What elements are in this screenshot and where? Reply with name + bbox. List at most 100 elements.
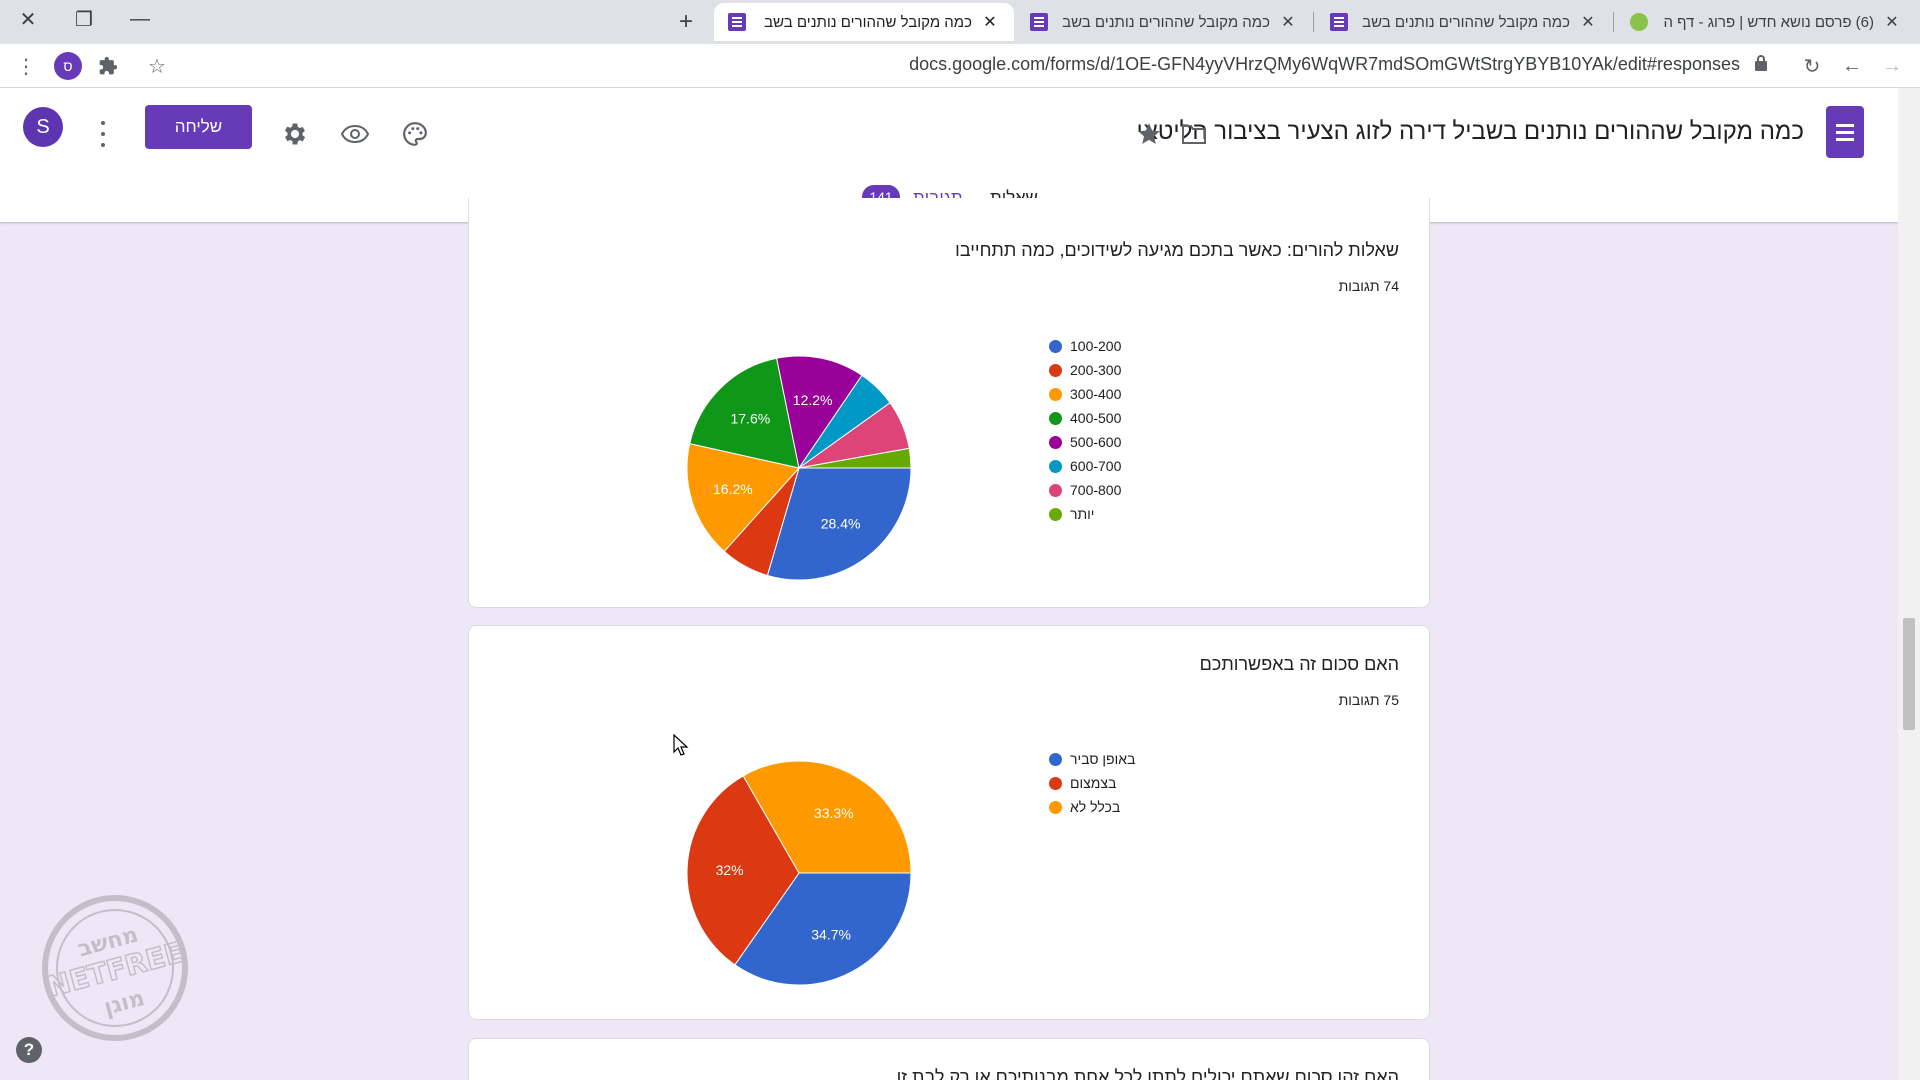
legend-swatch	[1049, 435, 1062, 449]
legend-item[interactable]: 700-800	[1049, 478, 1121, 502]
palette-icon[interactable]	[399, 118, 431, 150]
lock-icon[interactable]	[1754, 54, 1772, 76]
legend-item[interactable]: יותר	[1049, 502, 1121, 526]
legend-label: באופן סביר	[1070, 751, 1136, 767]
legend-item[interactable]: 600-700	[1049, 454, 1121, 478]
google-forms-favicon-icon	[1330, 13, 1348, 31]
question-title: שאלות להורים: כאשר בתכם מגיעה לשידוכים, …	[955, 240, 1399, 260]
legend-swatch	[1049, 800, 1062, 814]
response-card: שאלות להורים: כאשר בתכם מגיעה לשידוכים, …	[468, 198, 1430, 608]
browser-tab-strip: ✕ ❐ — + כמה מקובל שההורים נותנים בשב ✕ כ…	[0, 0, 1920, 44]
send-button[interactable]: שליחה	[145, 105, 252, 149]
legend-label: 600-700	[1070, 458, 1122, 474]
window-close-icon[interactable]: ✕	[19, 8, 37, 31]
star-icon[interactable]	[1133, 118, 1165, 150]
mouse-cursor-icon	[673, 733, 689, 761]
legend-swatch	[1049, 363, 1062, 377]
back-icon[interactable]: ←	[1842, 54, 1862, 77]
browser-toolbar: ⋮ ס ☆ docs.google.com/forms/d/1OE-GFN4yy…	[0, 44, 1920, 88]
google-forms-favicon-icon	[728, 13, 746, 31]
reload-icon[interactable]: ↻	[1803, 55, 1821, 78]
pie-slice-באופן סביר[interactable]	[734, 872, 912, 986]
legend-swatch	[1049, 752, 1062, 766]
legend-swatch	[1049, 776, 1062, 790]
forward-icon[interactable]: →	[1882, 54, 1902, 77]
legend-item[interactable]: 100-200	[1049, 334, 1121, 358]
legend-swatch	[1049, 459, 1062, 473]
new-tab-icon[interactable]: +	[678, 8, 693, 35]
page-scrollbar[interactable]	[1898, 88, 1920, 1080]
pie-chart[interactable]: 34.7% 32% 33.3%	[669, 743, 929, 1003]
window-minimize-icon[interactable]: —	[130, 7, 150, 30]
legend-swatch	[1049, 387, 1062, 401]
legend-item[interactable]: 500-600	[1049, 430, 1121, 454]
legend-label: 300-400	[1070, 386, 1122, 402]
prog-favicon-icon	[1630, 13, 1648, 31]
bookmark-star-icon[interactable]: ☆	[148, 55, 166, 78]
legend-label: 100-200	[1070, 338, 1122, 354]
browser-profile-icon[interactable]: ס	[54, 52, 82, 80]
folder-icon[interactable]	[1178, 118, 1210, 150]
legend-item[interactable]: 200-300	[1049, 358, 1121, 382]
legend-label: 200-300	[1070, 362, 1122, 378]
legend-item[interactable]: 400-500	[1049, 406, 1121, 430]
preview-eye-icon[interactable]	[339, 118, 371, 150]
legend-label: 400-500	[1070, 410, 1122, 426]
tab-title: כמה מקובל שההורים נותנים בשב	[1062, 13, 1270, 31]
legend-item[interactable]: באופן סביר	[1049, 747, 1135, 771]
response-card: האם זהו סכום שאתם יכולים לתתו לכל אחת מב…	[468, 1038, 1430, 1080]
form-title[interactable]: כמה מקובל שההורים נותנים בשביל דירה לזוג…	[1136, 118, 1804, 145]
window-restore-icon[interactable]: ❐	[75, 8, 93, 31]
legend-item[interactable]: 300-400	[1049, 382, 1121, 406]
legend-label: 700-800	[1070, 482, 1122, 498]
tab-close-icon[interactable]: ✕	[1281, 14, 1295, 31]
pie-slice-100-200[interactable]	[766, 467, 912, 581]
tab-close-icon[interactable]: ✕	[1885, 14, 1899, 31]
legend-swatch	[1049, 411, 1062, 425]
pie-slice-400-500[interactable]	[689, 357, 800, 469]
pie-slice-יותר[interactable]	[798, 447, 912, 469]
pie-slice-בצמצום[interactable]	[686, 775, 800, 966]
pie-data-label: 16.2%	[713, 481, 753, 497]
browser-tab-active[interactable]: כמה מקובל שההורים נותנים בשב ✕	[714, 3, 1014, 41]
pie-data-label: 28.4%	[821, 516, 861, 532]
response-count: 75 תגובות	[1338, 692, 1399, 708]
legend-item[interactable]: בצמצום	[1049, 771, 1135, 795]
legend-swatch	[1049, 339, 1062, 353]
question-title: האם סכום זה באפשרותכם	[1199, 654, 1399, 674]
browser-tab[interactable]: כמה מקובל שההורים נותנים בשב ✕	[1316, 3, 1612, 41]
tab-close-icon[interactable]: ✕	[983, 14, 997, 31]
help-icon[interactable]: ?	[16, 1037, 42, 1063]
legend-swatch	[1049, 483, 1062, 497]
pie-slice-בכלל לא[interactable]	[742, 760, 912, 874]
pie-slice-500-600[interactable]	[776, 355, 863, 470]
avatar[interactable]: S	[23, 107, 63, 147]
browser-menu-icon[interactable]: ⋮	[16, 55, 36, 78]
tab-title-text: פרסם נושא חדש | פרוג - דף ה	[1663, 13, 1852, 31]
tab-close-icon[interactable]: ✕	[1581, 14, 1595, 31]
browser-tab[interactable]: (6) פרסם נושא חדש | פרוג - דף ה ✕	[1616, 3, 1916, 41]
legend-item[interactable]: בכלל לא	[1049, 795, 1135, 819]
google-forms-favicon-icon	[1030, 13, 1048, 31]
chart-legend: באופן סביר בצמצום בכלל לא	[1049, 747, 1135, 819]
tab-title: כמה מקובל שההורים נותנים בשב	[1362, 13, 1570, 31]
pie-data-label: 17.6%	[730, 410, 770, 426]
google-forms-logo-icon[interactable]	[1826, 106, 1864, 158]
extensions-icon[interactable]	[94, 52, 122, 80]
tab-separator	[1313, 12, 1314, 32]
settings-gear-icon[interactable]	[279, 118, 311, 150]
more-options-icon[interactable]	[98, 118, 108, 150]
watermark-text-bottom: מוגן	[101, 986, 147, 1021]
pie-data-label: 32%	[716, 862, 744, 878]
response-count: 74 תגובות	[1338, 278, 1399, 294]
netfree-watermark-icon: מחשב NETFREE מוגן	[42, 895, 188, 1041]
legend-label: יותר	[1070, 506, 1095, 522]
browser-tab[interactable]: כמה מקובל שההורים נותנים בשב ✕	[1016, 3, 1312, 41]
legend-label: בכלל לא	[1070, 799, 1121, 815]
pie-slice-300-400[interactable]	[686, 443, 800, 553]
address-bar-url[interactable]: docs.google.com/forms/d/1OE-GFN4yyVHrzQM…	[909, 54, 1740, 74]
scrollbar-thumb[interactable]	[1903, 618, 1915, 730]
pie-data-label: 33.3%	[814, 805, 854, 821]
pie-chart[interactable]: 28.4% 16.2% 17.6% 12.2%	[669, 338, 929, 598]
response-card: האם סכום זה באפשרותכם 75 תגובות 34.7% 32%…	[468, 625, 1430, 1020]
